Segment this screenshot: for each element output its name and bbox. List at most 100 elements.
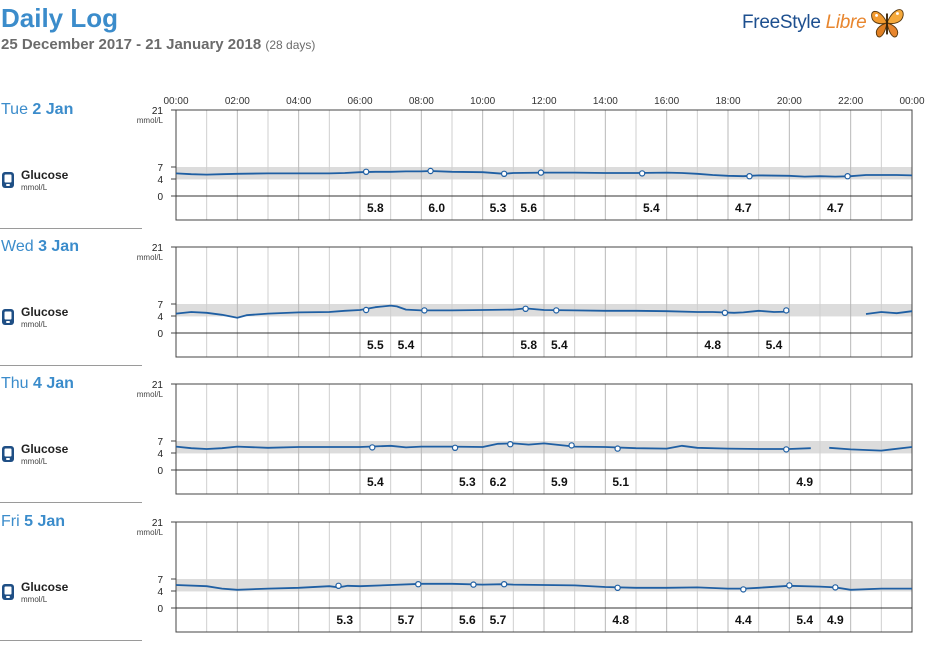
scan-marker <box>746 172 753 180</box>
reading-value: 5.7 <box>398 613 415 627</box>
glucose-sensor-icon <box>2 584 14 600</box>
day-date: 5 Jan <box>24 513 66 530</box>
day-weekday: Fri <box>1 513 25 530</box>
x-tick-label: 02:00 <box>225 96 250 107</box>
x-tick-label: 04:00 <box>286 96 311 107</box>
day-block: Wed 3 Jan Glucose mmol/L <box>0 231 930 368</box>
scan-marker <box>568 442 575 449</box>
glucose-label: Glucose <box>21 305 69 319</box>
glucose-trace <box>175 304 790 319</box>
y-tick-label: 7 <box>157 163 163 174</box>
y-tick-label: 0 <box>157 466 163 477</box>
reading-value: 4.4 <box>735 613 752 627</box>
day-separator <box>0 502 142 503</box>
y-unit-label: mmol/L <box>137 390 164 399</box>
x-tick-label: 12:00 <box>531 96 556 107</box>
scan-marker <box>537 169 545 176</box>
day-label: Tue 2 Jan <box>1 101 73 119</box>
scan-marker <box>844 172 851 180</box>
scan-marker <box>721 309 729 316</box>
reading-value: 6.2 <box>490 475 507 489</box>
x-tick-label: 16:00 <box>654 96 679 107</box>
scan-marker <box>415 581 422 588</box>
reading-value: 5.8 <box>520 338 537 352</box>
day-separator <box>0 228 142 229</box>
day-separator <box>0 365 142 366</box>
x-tick-label: 08:00 <box>409 96 434 107</box>
y-tick-label: 7 <box>157 300 163 311</box>
x-tick-label: 06:00 <box>347 96 372 107</box>
x-tick-label: 10:00 <box>470 96 495 107</box>
scan-marker <box>783 307 790 314</box>
reading-value: 5.3 <box>459 475 476 489</box>
reading-value: 5.6 <box>520 201 537 215</box>
scan-marker <box>786 582 793 589</box>
glucose-sensor-icon <box>2 172 14 188</box>
scan-marker <box>553 307 560 314</box>
freestyle-libre-logo: FreeStyle Libre <box>742 4 912 44</box>
reading-value: 4.9 <box>827 613 844 627</box>
scan-marker <box>362 306 370 314</box>
y-tick-label: 21 <box>152 243 164 254</box>
glucose-label: Glucose <box>21 442 69 456</box>
y-tick-label: 4 <box>157 587 163 598</box>
x-tick-label: 18:00 <box>715 96 740 107</box>
day-block: Tue 2 Jan Glucose mmol/L <box>0 94 930 231</box>
reading-value: 4.8 <box>704 338 721 352</box>
glucose-sensor-icon <box>2 309 14 325</box>
plot-frame <box>175 383 913 495</box>
reading-value: 4.7 <box>735 201 752 215</box>
page-title: Daily Log <box>1 3 119 33</box>
scan-marker <box>362 168 370 175</box>
scan-marker <box>614 584 621 592</box>
scan-marker <box>783 446 790 453</box>
day-date: 3 Jan <box>38 238 79 255</box>
y-tick-label: 7 <box>157 437 163 448</box>
scan-marker <box>507 441 514 448</box>
plot-frame <box>175 109 913 221</box>
day-label: Thu 4 Jan <box>1 375 74 393</box>
day-label: Wed 3 Jan <box>1 238 79 256</box>
day-date: 4 Jan <box>33 375 74 392</box>
scan-marker <box>522 305 529 312</box>
glucose-trace <box>829 446 913 452</box>
date-range: 25 December 2017 - 21 January 2018 <box>1 36 262 53</box>
reading-value: 5.4 <box>551 338 568 352</box>
y-tick-label: 0 <box>157 604 163 615</box>
reading-value: 5.4 <box>398 338 415 352</box>
scan-marker <box>451 444 459 451</box>
scan-marker <box>740 586 747 593</box>
scan-marker <box>832 584 839 591</box>
logo-accent: Libre <box>825 12 867 33</box>
y-tick-label: 4 <box>157 175 163 186</box>
scan-marker <box>369 444 376 451</box>
glucose-sensor-icon <box>2 446 14 462</box>
reading-value: 5.7 <box>490 613 507 627</box>
y-tick-label: 0 <box>157 329 163 340</box>
scan-marker <box>335 582 342 590</box>
scan-marker <box>421 307 428 314</box>
plot-frame <box>175 521 913 633</box>
reading-value: 4.9 <box>796 475 813 489</box>
day-separator <box>0 640 142 641</box>
day-weekday: Tue <box>1 101 33 118</box>
x-tick-label: 00:00 <box>899 96 924 107</box>
reading-value: 5.4 <box>766 338 783 352</box>
y-tick-label: 21 <box>152 106 164 117</box>
day-date: 2 Jan <box>32 101 74 118</box>
day-block: Fri 5 Jan Glucose mmol/L <box>0 506 930 643</box>
x-tick-label: 00:00 <box>163 96 188 107</box>
reading-value: 5.1 <box>612 475 629 489</box>
plot-frame <box>175 246 913 358</box>
y-tick-label: 7 <box>157 575 163 586</box>
glucose-label: Glucose <box>21 580 69 594</box>
day-weekday: Thu <box>1 375 34 392</box>
date-range-subtitle: 25 December 2017 - 21 January 2018 (28 d… <box>1 36 315 54</box>
days-count: (28 days) <box>265 38 316 52</box>
reading-value: 5.6 <box>459 613 476 627</box>
day-label: Fri 5 Jan <box>1 513 65 531</box>
reading-value: 5.9 <box>551 475 568 489</box>
reading-value: 4.7 <box>827 201 844 215</box>
glucose-unit: mmol/L <box>21 320 48 329</box>
